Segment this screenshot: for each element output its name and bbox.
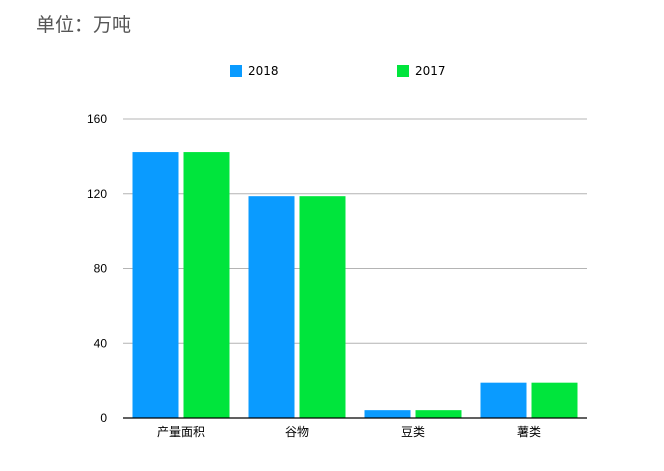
bar-2017-2 — [415, 410, 462, 418]
legend-label-2018: 2018 — [248, 64, 279, 78]
bar-2017-3 — [531, 382, 578, 418]
bar-2018-2 — [364, 410, 411, 418]
bar-2018-3 — [480, 382, 527, 418]
bar-2017-0 — [183, 152, 230, 418]
y-tick-label-0: 0 — [100, 411, 107, 425]
legend-swatch-2018 — [230, 65, 242, 77]
y-tick-label-80: 80 — [94, 262, 108, 276]
legend-item-2018: 2018 — [230, 64, 279, 78]
unit-label: 单位：万吨 — [36, 14, 132, 36]
bar-2018-0 — [132, 152, 179, 418]
y-tick-label-160: 160 — [87, 112, 107, 126]
legend-label-2017: 2017 — [415, 64, 446, 78]
x-tick-label-1: 谷物 — [285, 425, 309, 439]
y-tick-label-40: 40 — [94, 336, 108, 350]
bar-2017-1 — [299, 196, 346, 418]
legend: 2018 2017 — [0, 64, 664, 84]
bar-2018-1 — [248, 196, 295, 418]
legend-item-2017: 2017 — [397, 64, 446, 78]
x-tick-label-2: 豆类 — [401, 425, 425, 439]
y-tick-label-120: 120 — [87, 187, 107, 201]
x-tick-label-0: 产量面积 — [157, 425, 205, 439]
x-tick-label-3: 薯类 — [517, 425, 541, 439]
legend-swatch-2017 — [397, 65, 409, 77]
